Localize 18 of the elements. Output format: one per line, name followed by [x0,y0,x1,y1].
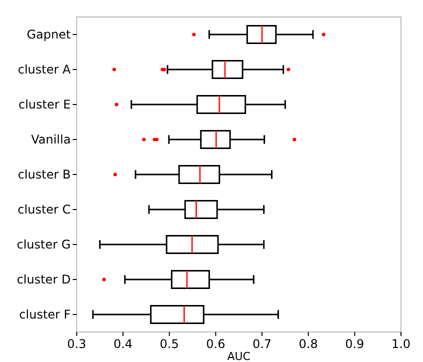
x-tick-label: 0.9 [345,337,364,351]
y-tick-label: cluster D [16,272,71,287]
x-tick-label: 0.8 [298,337,318,351]
y-tick-label: cluster G [16,238,71,252]
y-tick-label: Vanilla [31,132,71,147]
x-tick-label: 0.3 [67,337,86,351]
x-tick-label: 0.5 [160,337,179,351]
x-axis-title: AUC [227,350,251,362]
y-tick-label: cluster E [18,98,71,112]
x-tick-label: 1.0 [391,337,411,351]
x-tick-label: 0.7 [252,337,272,351]
x-tick-label: 0.6 [206,337,226,351]
y-tick-label: cluster B [18,168,71,182]
y-tick-label: cluster A [18,62,72,77]
y-tick-label: cluster C [18,202,71,217]
y-tick-label: cluster F [19,308,71,322]
y-tick-label: Gapnet [26,28,71,42]
x-tick-label: 0.4 [113,337,133,351]
